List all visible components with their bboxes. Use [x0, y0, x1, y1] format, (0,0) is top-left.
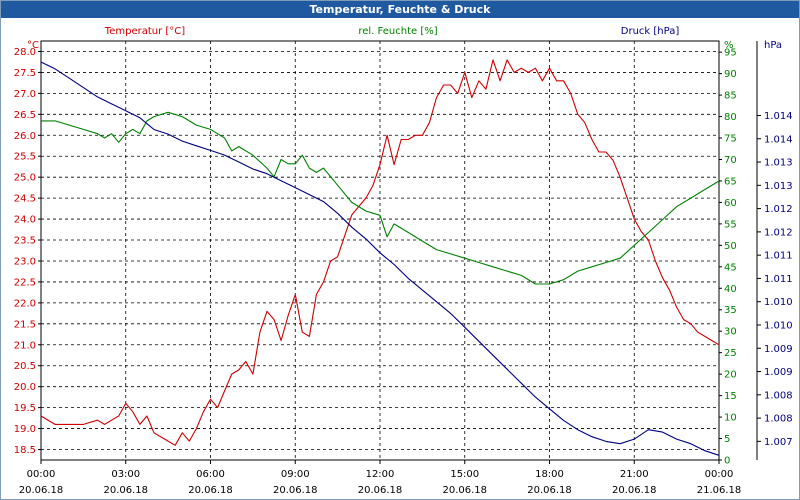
temp-tick-label: 23.5: [14, 236, 36, 247]
humidity-tick-label: 30: [724, 327, 737, 338]
humidity-tick-label: 10: [724, 413, 737, 424]
pressure-tick-label: 1.014: [764, 134, 793, 145]
temp-tick-label: 27.5: [14, 68, 36, 79]
temp-tick-label: 20.0: [14, 382, 36, 393]
temp-tick-label: 26.5: [14, 110, 36, 121]
humidity-tick-label: 45: [724, 262, 737, 273]
temperature-line: [40, 59, 720, 446]
x-tick-time: 15:00: [450, 469, 479, 480]
pressure-tick-label: 1.010: [764, 320, 793, 331]
x-tick-time: 18:00: [535, 469, 564, 480]
temp-tick-label: 23.0: [14, 256, 36, 267]
x-tick-date: 20.06.18: [358, 485, 403, 496]
temp-tick-label: 20.5: [14, 361, 36, 372]
x-tick-date: 20.06.18: [273, 485, 318, 496]
temp-tick-label: 24.0: [14, 215, 36, 226]
temperature-series-label: Temperatur [°C]: [104, 26, 185, 37]
labels: Temperatur [°C] rel. Feuchte [%] Druck [hP…: [104, 26, 680, 37]
humidity-tick-label: 85: [724, 91, 737, 102]
pressure-axis-unit: hPa: [764, 40, 782, 51]
x-tick-date: 20.06.18: [612, 485, 657, 496]
pressure-tick-label: 1.010: [764, 297, 793, 308]
axes: 18.5 19.0 19.5 20.0 20.5 21.0 21.5 22.0 22.5 23.0…: [14, 40, 793, 496]
series: [40, 59, 720, 456]
humidity-tick-label: 5: [724, 434, 730, 445]
window-title: Temperatur, Feuchte & Druck: [1, 1, 799, 18]
pressure-line: [40, 61, 720, 456]
temp-tick-label: 18.5: [14, 445, 36, 456]
x-tick-time: 09:00: [281, 469, 310, 480]
temp-axis-unit: °C: [27, 40, 39, 51]
x-tick-time: 03:00: [111, 469, 140, 480]
temp-tick-label: 19.0: [14, 424, 36, 435]
humidity-tick-label: 75: [724, 134, 737, 145]
pressure-tick-label: 1.012: [764, 227, 793, 238]
x-tick-date: 20.06.18: [103, 485, 148, 496]
pressure-tick-label: 1.009: [764, 367, 793, 378]
pressure-tick-label: 1.013: [764, 158, 793, 169]
humidity-tick-label: 25: [724, 348, 737, 359]
pressure-tick-label: 1.012: [764, 204, 793, 215]
humidity-tick-label: 35: [724, 305, 737, 316]
pressure-tick-label: 1.011: [764, 274, 793, 285]
pressure-tick-label: 1.014: [764, 111, 793, 122]
humidity-tick-label: 15: [724, 391, 737, 402]
humidity-tick-label: 80: [724, 112, 737, 123]
x-tick-time: 12:00: [366, 469, 395, 480]
temp-tick-label: 28.0: [14, 47, 36, 58]
pressure-tick-label: 1.008: [764, 390, 793, 401]
pressure-series-label: Druck [hPa]: [621, 26, 680, 37]
x-tick-time: 00:00: [27, 469, 56, 480]
temp-tick-label: 21.0: [14, 340, 36, 351]
humidity-axis-unit: %: [724, 40, 734, 51]
humidity-tick-label: 20: [724, 370, 737, 381]
humidity-tick-label: 55: [724, 219, 737, 230]
x-tick-time: 06:00: [196, 469, 225, 480]
temp-tick-label: 27.0: [14, 89, 36, 100]
temp-tick-label: 22.0: [14, 298, 36, 309]
x-tick-time: 21:00: [620, 469, 649, 480]
humidity-tick-label: 70: [724, 155, 737, 166]
temp-tick-label: 25.0: [14, 173, 36, 184]
humidity-tick-label: 95: [724, 48, 737, 59]
humidity-line: [41, 111, 720, 285]
temp-tick-label: 22.5: [14, 277, 36, 288]
temp-tick-label: 21.5: [14, 319, 36, 330]
x-tick-date: 20.06.18: [442, 485, 487, 496]
temp-tick-label: 26.0: [14, 131, 36, 142]
humidity-tick-label: 60: [724, 198, 737, 209]
temp-tick-label: 24.5: [14, 194, 36, 205]
humidity-tick-label: 65: [724, 176, 737, 187]
temp-tick-label: 25.5: [14, 152, 36, 163]
pressure-tick-label: 1.009: [764, 344, 793, 355]
humidity-tick-label: 90: [724, 69, 737, 80]
humidity-tick-label: 0: [724, 456, 730, 467]
temp-tick-label: 19.5: [14, 403, 36, 414]
x-tick-time: 00:00: [705, 469, 734, 480]
x-tick-date: 20.06.18: [527, 485, 572, 496]
humidity-tick-label: 50: [724, 241, 737, 252]
grid: [40, 40, 720, 461]
humidity-series-label: rel. Feuchte [%]: [358, 26, 437, 37]
x-tick-date: 20.06.18: [19, 485, 64, 496]
pressure-tick-label: 1.008: [764, 414, 793, 425]
x-tick-date: 20.06.18: [188, 485, 233, 496]
pressure-tick-label: 1.013: [764, 181, 793, 192]
pressure-tick-label: 1.007: [764, 437, 793, 448]
humidity-tick-label: 40: [724, 284, 737, 295]
pressure-tick-label: 1.011: [764, 251, 793, 262]
x-tick-date: 21.06.18: [697, 485, 742, 496]
